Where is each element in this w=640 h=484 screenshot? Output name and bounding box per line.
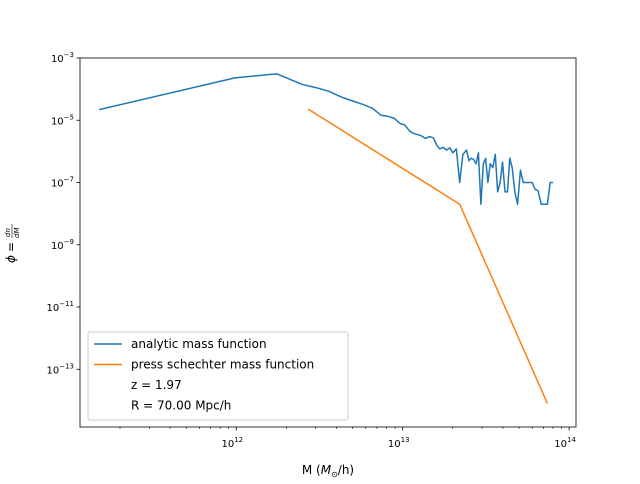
svg-text:=: = (4, 242, 18, 252)
y-tick-label: 10−11 (46, 300, 74, 314)
plot-area (79, 57, 577, 428)
x-tick-label: 1012 (221, 436, 243, 450)
legend: analytic mass function press schechter ma… (87, 331, 349, 421)
x-axis-label: M (M⊙/h) (302, 463, 354, 479)
series-line-2 (307, 108, 549, 404)
series-line-1 (99, 73, 553, 206)
legend-entry: z = 1.97 (131, 378, 182, 392)
x-axis: 1012 1013 1014 (119, 427, 576, 450)
legend-entry: R = 70.00 Mpc/h (131, 399, 231, 413)
legend-entry: press schechter mass function (131, 358, 314, 372)
y-tick-label: 10−9 (51, 238, 74, 252)
axes-frame (79, 57, 577, 428)
legend-box (87, 331, 349, 421)
y-axis-label: ϕ = dn dM (4, 224, 21, 263)
svg-text:dn: dn (4, 228, 12, 237)
legend-entry: analytic mass function (131, 337, 267, 351)
y-tick-label: 10−3 (51, 51, 74, 65)
x-tick-label: 1014 (554, 436, 576, 450)
x-tick-label: 1013 (388, 436, 410, 450)
svg-text:dM: dM (13, 228, 21, 238)
y-tick-label: 10−5 (51, 113, 74, 127)
y-axis: 10−13 10−11 10−9 10−7 10−5 10−3 (46, 51, 80, 376)
svg-text:ϕ: ϕ (4, 255, 18, 263)
series-layer (99, 73, 553, 404)
y-tick-label: 10−13 (46, 362, 74, 376)
y-tick-label: 10−7 (51, 176, 74, 190)
